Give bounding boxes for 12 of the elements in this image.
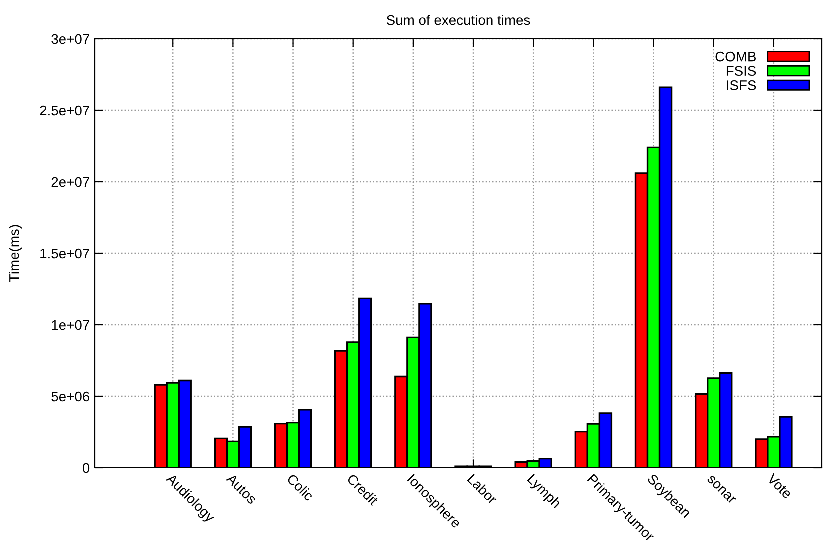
y-axis-title: Time(ms) [9, 225, 22, 282]
chart-title: Sum of execution times [386, 15, 530, 26]
legend-label: COMB [716, 52, 756, 62]
y-tick-label: 1e+07 [52, 320, 90, 330]
y-tick-label: 2e+07 [52, 177, 90, 188]
y-tick-label: 1.5e+07 [40, 248, 90, 259]
y-tick-label: 2.5e+07 [40, 106, 90, 116]
y-tick-label: 5e+06 [52, 392, 90, 402]
legend-label: FSIS [726, 66, 756, 76]
legend-label: ISFS [727, 80, 756, 90]
y-tick-label: 3e+07 [52, 34, 90, 44]
y-tick-label: 0 [82, 463, 90, 474]
